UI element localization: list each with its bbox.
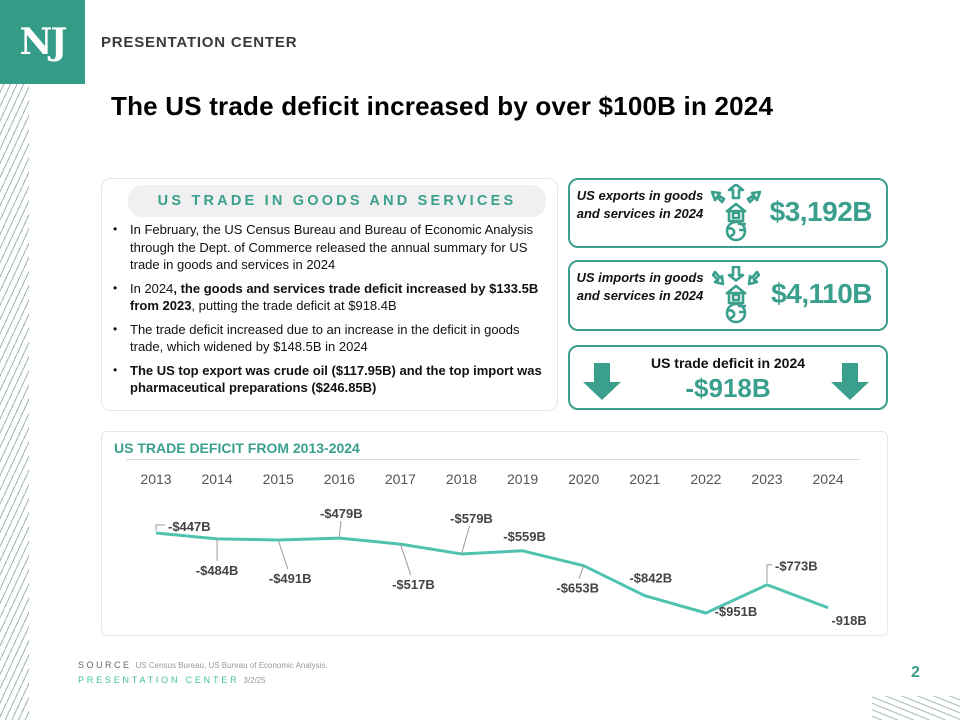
bullet-text: In 2024 (130, 280, 174, 296)
data-label: -$951B (715, 604, 758, 619)
deficit-chart-card: US TRADE DEFICIT FROM 2013-2024 2013 2014… (101, 431, 888, 636)
data-label: -918B (831, 613, 866, 628)
label-leader-line (461, 525, 470, 555)
x-tick-label: 2014 (202, 471, 233, 487)
bullet-item: The US top export was crude oil ($117.95… (110, 362, 550, 397)
bullet-item: In 2024, the goods and services trade de… (110, 280, 550, 315)
exports-label: US exports in goods and services in 2024 (576, 188, 704, 221)
data-label: -$479B (320, 506, 363, 521)
footer: SOURCE US Census Bureau, US Bureau of Eco… (78, 658, 328, 688)
x-tick-label: 2020 (568, 471, 599, 487)
x-tick-label: 2013 (140, 471, 171, 487)
label-leader-line (578, 565, 585, 579)
data-label: -$559B (503, 529, 546, 544)
x-tick-label: 2022 (690, 471, 721, 487)
data-label: -$491B (269, 571, 312, 586)
x-tick-label: 2021 (629, 471, 660, 487)
data-label: -$773B (775, 559, 818, 574)
deficit-line-chart: 2013 2014 2015 2016 2017 2018 2019 2020 2021 2022… (140, 471, 866, 628)
label-leader-line (277, 539, 289, 570)
bullet-text: , the goods and services trade deficit i… (130, 280, 539, 314)
bullet-item: The trade deficit increased due to an in… (110, 321, 550, 356)
arrow-down-icon (831, 363, 869, 400)
slide-title: The US trade deficit increased by over $… (111, 91, 774, 121)
source-key: SOURCE (78, 660, 132, 670)
footer-date: 3/2/25 (243, 676, 266, 685)
label-leader-line (399, 543, 412, 576)
bullet-text: In February, the US Census Bureau and Bu… (130, 222, 533, 272)
label-leader-line (155, 524, 165, 531)
data-label: -$517B (392, 577, 435, 592)
arrow-down-icon (583, 363, 621, 400)
bullet-text: The US top export was crude oil ($117.95… (130, 362, 542, 396)
export-globe-icon (710, 184, 762, 242)
x-tick-label: 2015 (263, 471, 294, 487)
bullet-text: The trade deficit increased due to an in… (130, 321, 520, 355)
deficit-label: US trade deficit in 2024 (650, 355, 806, 371)
deficit-stat-card: US trade deficit in 2024 -$918B (568, 345, 888, 410)
bullet-text: , putting the trade deficit at $918.4B (191, 298, 397, 313)
panel-heading: US TRADE IN GOODS AND SERVICES (128, 185, 546, 217)
x-tick-label: 2018 (446, 471, 477, 487)
x-tick-label: 2016 (324, 471, 355, 487)
label-leader-line (338, 521, 342, 539)
data-label: -$842B (629, 571, 672, 586)
x-tick-label: 2019 (507, 471, 538, 487)
bullet-list: In February, the US Census Bureau and Bu… (110, 221, 550, 403)
bullet-item: In February, the US Census Bureau and Bu… (110, 221, 550, 274)
label-leader-line (766, 564, 772, 583)
nj-logo: NJ (0, 0, 85, 84)
data-label: -$484B (196, 563, 239, 578)
source-value: US Census Bureau, US Bureau of Economic … (135, 661, 328, 670)
exports-value: $3,192B (769, 196, 873, 227)
logo-text: NJ (19, 21, 68, 63)
data-label: -$579B (450, 511, 493, 526)
chart-divider (126, 459, 859, 460)
brand-name: PRESENTATION CENTER (101, 34, 298, 51)
data-label: -$653B (556, 581, 599, 596)
page-number: 2 (911, 664, 920, 681)
chart-title: US TRADE DEFICIT FROM 2013-2024 (114, 440, 360, 456)
imports-stat-card: US imports in goods and services in 2024… (568, 260, 888, 331)
decorative-hatch-left (0, 84, 29, 720)
imports-value: $4,110B (771, 278, 872, 309)
x-tick-label: 2024 (813, 471, 844, 487)
import-globe-icon (711, 266, 761, 324)
footer-brand: PRESENTATION CENTER (78, 675, 240, 685)
deficit-series-line (155, 531, 829, 615)
exports-stat-card: US exports in goods and services in 2024… (568, 178, 888, 248)
imports-label: US imports in goods and services in 2024 (576, 270, 704, 303)
x-tick-label: 2023 (751, 471, 782, 487)
decorative-hatch-right (872, 696, 960, 720)
trade-summary-panel: US TRADE IN GOODS AND SERVICES In Februa… (101, 178, 558, 411)
deficit-value: -$918B (685, 373, 771, 403)
data-label: -$447B (168, 519, 211, 534)
x-tick-label: 2017 (385, 471, 416, 487)
